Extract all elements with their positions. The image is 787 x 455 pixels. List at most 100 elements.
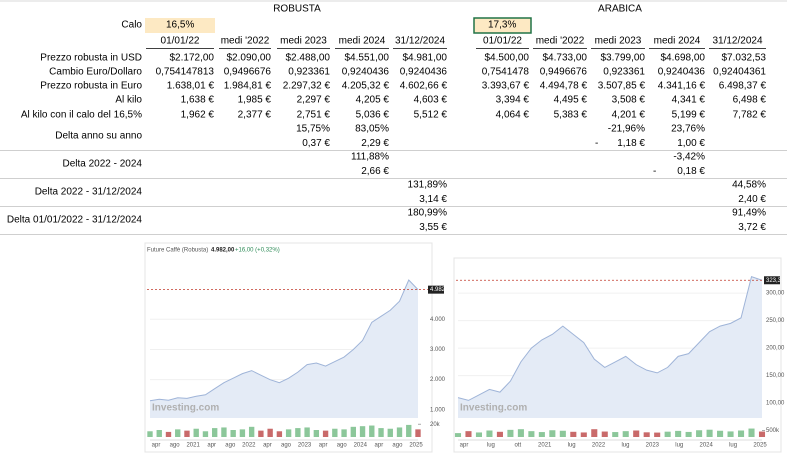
cell: 1,00 € bbox=[677, 138, 705, 149]
x-tick-label: 2025 bbox=[409, 443, 423, 449]
volume-bar bbox=[685, 431, 692, 437]
volume-bar bbox=[717, 430, 724, 437]
cell: 3,508 € bbox=[612, 95, 646, 106]
volume-bar bbox=[696, 430, 703, 437]
cell: 5,512 € bbox=[414, 110, 448, 121]
volume-bar bbox=[727, 431, 734, 437]
volume-bar bbox=[359, 426, 366, 437]
price-area bbox=[150, 280, 418, 418]
cell: 5,036 € bbox=[356, 110, 390, 121]
y-tick-label: 200,00 bbox=[766, 346, 785, 352]
volume-bar bbox=[517, 429, 524, 437]
x-tick-label: ago bbox=[392, 443, 403, 449]
cell: 5,199 € bbox=[672, 110, 706, 121]
row-label: Delta anno su anno bbox=[55, 131, 142, 142]
volume-bar bbox=[387, 428, 393, 437]
volume-bar bbox=[580, 432, 587, 437]
volume-bar bbox=[202, 431, 209, 437]
cell: $4.551,00 bbox=[345, 53, 390, 64]
row-label: Al kilo con il calo del 16,5% bbox=[21, 110, 142, 121]
column-header: medi '2022 bbox=[536, 36, 585, 47]
x-tick-label: lug bbox=[568, 443, 576, 449]
cell: 1,18 € bbox=[617, 138, 645, 149]
x-tick-label: lug bbox=[675, 443, 683, 449]
cell: 5,383 € bbox=[554, 110, 588, 121]
volume-bar bbox=[643, 432, 650, 437]
last-price-box bbox=[428, 285, 444, 294]
cell: 4.494,78 € bbox=[540, 81, 588, 92]
column-header: medi '2022 bbox=[221, 36, 270, 47]
cell: 1.638,01 € bbox=[167, 81, 215, 92]
cell: 3,72 € bbox=[738, 222, 766, 233]
volume-bar bbox=[475, 432, 483, 437]
volume-bar bbox=[601, 431, 608, 437]
volume-bar bbox=[341, 429, 347, 437]
cell: 0,923361 bbox=[288, 67, 330, 78]
volume-bar bbox=[165, 431, 172, 437]
column-header: 01/01/22 bbox=[483, 36, 522, 47]
column-header: medi 2023 bbox=[595, 36, 642, 47]
chart-title: Future Caffè (Robusta) bbox=[147, 248, 208, 254]
cell: 4,495 € bbox=[554, 95, 588, 106]
cell: $4.698,00 bbox=[661, 53, 706, 64]
column-header: 31/12/2024 bbox=[395, 36, 445, 47]
x-tick-label: apr bbox=[319, 443, 328, 449]
volume-bar bbox=[193, 428, 199, 437]
x-tick-label: 2025 bbox=[753, 443, 767, 449]
volume-bar bbox=[465, 431, 472, 437]
cell: 0,754147813 bbox=[156, 67, 215, 78]
volume-bar bbox=[654, 432, 661, 437]
volume-bar bbox=[248, 426, 255, 437]
volume-bar bbox=[350, 426, 356, 437]
row-label: Cambio Euro/Dollaro bbox=[49, 67, 142, 78]
cell: 6.498,37 € bbox=[719, 81, 767, 92]
cell: 4,201 € bbox=[612, 110, 646, 121]
y-tick-label: 300,00 bbox=[766, 291, 785, 297]
cell: $2.488,00 bbox=[286, 53, 331, 64]
cell: $7.032,53 bbox=[722, 53, 767, 64]
cell: 2.297,32 € bbox=[283, 81, 331, 92]
cell-sign: - bbox=[595, 138, 598, 149]
volume-bar bbox=[230, 430, 236, 437]
volume-bar bbox=[612, 432, 619, 437]
x-tick-label: ago bbox=[281, 443, 292, 449]
row-label: Delta 2022 - 31/12/2024 bbox=[35, 187, 143, 198]
cell: 15,75% bbox=[296, 124, 330, 135]
volume-bar bbox=[295, 428, 301, 437]
x-tick-label: 2023 bbox=[298, 443, 312, 449]
cell: 4.602,66 € bbox=[400, 81, 448, 92]
x-tick-label: 2022 bbox=[242, 443, 256, 449]
volume-bar bbox=[570, 431, 577, 437]
x-tick-label: ago bbox=[337, 443, 348, 449]
cell: 4,064 € bbox=[496, 110, 530, 121]
x-tick-label: 2024 bbox=[354, 443, 368, 449]
volume-bar bbox=[267, 428, 273, 437]
cell: 0,9496676 bbox=[224, 67, 272, 78]
volume-bar bbox=[406, 424, 412, 437]
volume-bar bbox=[322, 430, 329, 437]
calo-cell bbox=[145, 18, 215, 33]
volume-bar bbox=[156, 430, 162, 437]
y-tick-label: 1.000 bbox=[430, 407, 446, 413]
volume-tick-label: 20k bbox=[430, 422, 441, 428]
y-tick-label: 100,00 bbox=[766, 401, 785, 407]
x-tick-label: apr bbox=[375, 443, 384, 449]
x-tick-label: apr bbox=[152, 443, 161, 449]
cell: 3.507,85 € bbox=[598, 81, 646, 92]
selected-cell[interactable] bbox=[473, 17, 532, 34]
cell: 180,99% bbox=[408, 208, 448, 219]
row-label: Delta 01/01/2022 - 31/12/2024 bbox=[7, 215, 143, 226]
x-tick-label: 2021 bbox=[538, 443, 552, 449]
price-line bbox=[149, 279, 419, 402]
cell: 17,3% bbox=[488, 20, 516, 31]
volume-bar bbox=[285, 429, 292, 437]
price-area bbox=[458, 276, 762, 418]
volume-bar bbox=[454, 433, 462, 437]
cell: 3.393,67 € bbox=[482, 81, 530, 92]
chart-change: +16,00 (+0,32%) bbox=[235, 248, 280, 254]
volume-bar bbox=[675, 430, 682, 437]
cell: 0,923361 bbox=[603, 67, 645, 78]
cell: 4.341,16 € bbox=[658, 81, 706, 92]
cell: 0,9240436 bbox=[342, 67, 390, 78]
